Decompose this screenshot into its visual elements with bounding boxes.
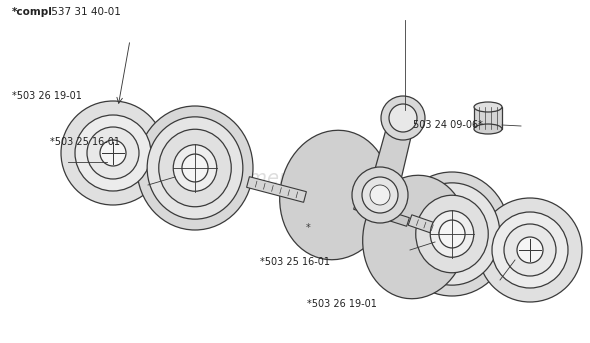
Circle shape xyxy=(492,212,568,288)
Polygon shape xyxy=(365,115,415,205)
Circle shape xyxy=(352,167,408,223)
Text: *compl: *compl xyxy=(12,7,53,17)
Ellipse shape xyxy=(404,183,500,285)
Circle shape xyxy=(517,237,543,263)
Ellipse shape xyxy=(280,130,391,260)
Polygon shape xyxy=(247,177,306,202)
Circle shape xyxy=(362,177,398,213)
Ellipse shape xyxy=(474,124,502,134)
Ellipse shape xyxy=(430,211,474,257)
Ellipse shape xyxy=(137,106,253,230)
Text: *503 26 19-01: *503 26 19-01 xyxy=(307,298,376,309)
Text: eReplacementParts.com: eReplacementParts.com xyxy=(158,169,396,188)
Ellipse shape xyxy=(159,129,231,207)
Ellipse shape xyxy=(147,117,243,219)
Polygon shape xyxy=(353,201,409,226)
Circle shape xyxy=(389,104,417,132)
Circle shape xyxy=(87,127,139,179)
Polygon shape xyxy=(408,215,464,243)
Ellipse shape xyxy=(363,175,467,299)
Text: *503 25 16-01: *503 25 16-01 xyxy=(50,137,120,147)
Bar xyxy=(474,107,502,129)
Ellipse shape xyxy=(416,195,489,273)
Text: *: * xyxy=(306,223,310,233)
Text: 537 31 40-01: 537 31 40-01 xyxy=(48,7,122,17)
Circle shape xyxy=(61,101,165,205)
Ellipse shape xyxy=(474,102,502,112)
Ellipse shape xyxy=(173,145,217,191)
Text: *503 25 16-01: *503 25 16-01 xyxy=(260,257,330,268)
Circle shape xyxy=(381,96,425,140)
Ellipse shape xyxy=(394,172,510,296)
Circle shape xyxy=(370,185,390,205)
Circle shape xyxy=(504,224,556,276)
Text: 503 24 09-06*: 503 24 09-06* xyxy=(413,120,483,130)
Text: *503 26 19-01: *503 26 19-01 xyxy=(12,91,81,101)
Ellipse shape xyxy=(182,154,208,182)
Circle shape xyxy=(478,198,582,302)
Ellipse shape xyxy=(439,220,465,248)
Circle shape xyxy=(75,115,151,191)
Circle shape xyxy=(100,140,126,166)
